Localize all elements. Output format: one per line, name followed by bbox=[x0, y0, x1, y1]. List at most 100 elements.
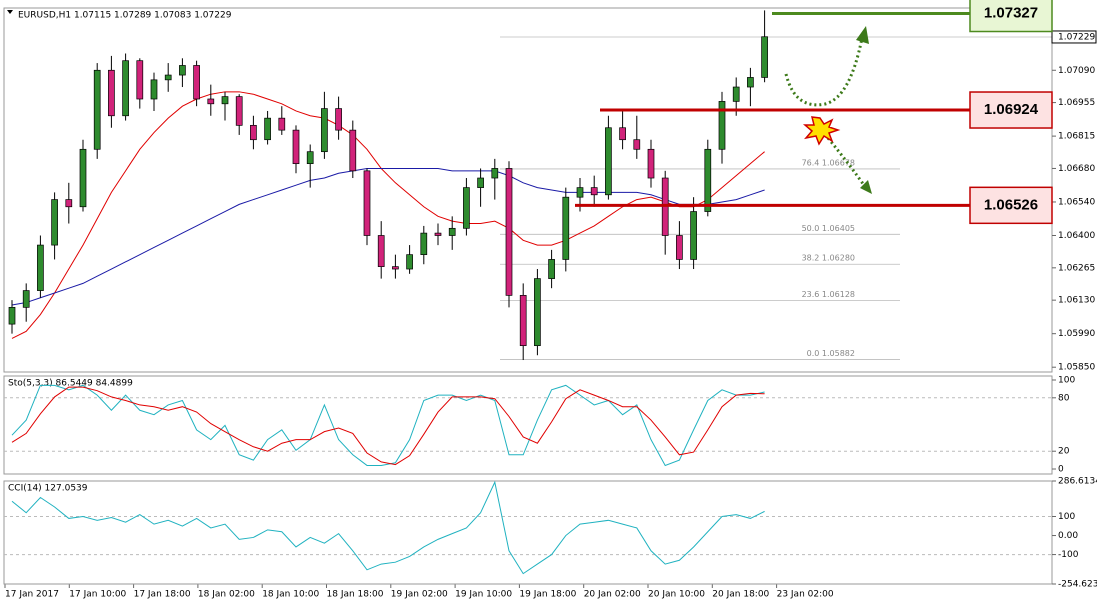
candle-body bbox=[747, 77, 754, 88]
fib-label: 76.4 1.06678 bbox=[802, 158, 855, 167]
candle-body bbox=[590, 187, 598, 196]
x-tick-label: 20 Jan 02:00 bbox=[584, 590, 641, 600]
candle-body bbox=[306, 151, 314, 165]
candle-body bbox=[647, 148, 655, 179]
candle-body bbox=[363, 170, 371, 236]
candle-body bbox=[235, 96, 243, 126]
y-tick-label: 1.06540 bbox=[1058, 197, 1095, 207]
candle-body bbox=[761, 36, 768, 78]
panel-frame bbox=[3, 375, 1053, 475]
y-tick-label: -100 bbox=[1058, 550, 1079, 560]
candle-body bbox=[505, 168, 513, 296]
up-arrow bbox=[784, 37, 864, 107]
y-tick-label: 100 bbox=[1058, 512, 1075, 522]
y-tick-label: 80 bbox=[1058, 393, 1070, 403]
line-series bbox=[11, 480, 765, 575]
x-tick-label: 17 Jan 2017 bbox=[5, 590, 59, 600]
candle-body bbox=[321, 108, 328, 153]
candle-body bbox=[562, 196, 570, 260]
y-tick-label: 100 bbox=[1058, 376, 1075, 386]
candle-body bbox=[377, 235, 385, 267]
candle-body bbox=[434, 232, 442, 236]
y-tick-label: 286.6134 bbox=[1058, 477, 1097, 487]
last-price-label: 1.07229 bbox=[1058, 32, 1095, 42]
panel-frame bbox=[3, 480, 1053, 585]
candle-body bbox=[463, 187, 470, 229]
candle-body bbox=[65, 199, 73, 208]
panels: EURUSD,H1 1.07115 1.07289 1.07083 1.0722… bbox=[3, 0, 1097, 600]
candle-body bbox=[548, 259, 555, 279]
x-tick-label: 19 Jan 02:00 bbox=[391, 590, 448, 600]
candle-body bbox=[79, 148, 87, 208]
candle-body bbox=[250, 124, 257, 141]
down-arrow bbox=[826, 137, 868, 189]
candle-body bbox=[420, 232, 428, 256]
breakout-icon bbox=[802, 116, 841, 146]
level-box bbox=[969, 0, 1053, 33]
x-tick-label: 17 Jan 10:00 bbox=[69, 590, 126, 600]
candle-body bbox=[349, 129, 357, 172]
fib-label: 23.6 1.06128 bbox=[802, 290, 855, 299]
fib-label: 0.0 1.05882 bbox=[807, 349, 855, 358]
candle-body bbox=[122, 60, 129, 117]
y-tick-label: 0.00 bbox=[1058, 531, 1078, 541]
candle-body bbox=[37, 244, 44, 291]
candle-body bbox=[193, 65, 200, 100]
level-label: 1.07327 bbox=[984, 4, 1038, 21]
candle-body bbox=[179, 65, 186, 76]
candle-body bbox=[164, 74, 172, 81]
level-label: 1.06526 bbox=[984, 196, 1038, 213]
y-tick-label: 1.05990 bbox=[1058, 329, 1095, 339]
x-tick-label: 17 Jan 18:00 bbox=[134, 590, 191, 600]
candle-body bbox=[477, 177, 484, 188]
candle-body bbox=[633, 139, 641, 150]
line-series bbox=[11, 91, 765, 339]
candle-body bbox=[8, 306, 16, 325]
candle-body bbox=[207, 98, 215, 105]
x-tick-label: 20 Jan 10:00 bbox=[648, 590, 705, 600]
candle-body bbox=[392, 266, 399, 270]
candle-body bbox=[448, 227, 456, 236]
level-box bbox=[969, 186, 1053, 225]
candle-body bbox=[491, 168, 499, 179]
y-tick-label: 20 bbox=[1058, 447, 1070, 457]
y-tick-label: 1.06680 bbox=[1058, 164, 1095, 174]
panel-title: EURUSD,H1 1.07115 1.07289 1.07083 1.0722… bbox=[18, 11, 232, 21]
fib-label: 50.0 1.06405 bbox=[802, 224, 855, 233]
candle-body bbox=[690, 211, 697, 260]
candle-body bbox=[732, 86, 740, 102]
candle-body bbox=[576, 187, 584, 198]
line-series bbox=[11, 167, 765, 306]
candle-body bbox=[406, 254, 413, 270]
candle-body bbox=[22, 290, 30, 308]
candle-body bbox=[264, 117, 271, 141]
annotations bbox=[784, 26, 872, 194]
candle-body bbox=[519, 295, 527, 347]
y-tick-label: 1.05850 bbox=[1058, 363, 1095, 373]
y-tick-label: 1.06400 bbox=[1058, 231, 1095, 241]
candle-body bbox=[93, 69, 101, 150]
panel-title: CCI(14) 127.0539 bbox=[8, 484, 88, 494]
x-tick-label: 18 Jan 18:00 bbox=[327, 590, 384, 600]
x-tick-label: 20 Jan 18:00 bbox=[712, 590, 769, 600]
fib-label: 38.2 1.06280 bbox=[802, 254, 855, 263]
y-tick-label: 1.06265 bbox=[1058, 263, 1095, 273]
candle-body bbox=[704, 148, 712, 212]
last-price-box bbox=[1051, 30, 1097, 44]
x-tick-label: 18 Jan 10:00 bbox=[262, 590, 319, 600]
candle-body bbox=[676, 235, 683, 260]
candle-body bbox=[136, 60, 144, 100]
line-series bbox=[11, 384, 765, 467]
arrow-head bbox=[860, 180, 872, 194]
level-box bbox=[969, 91, 1053, 129]
candle-body bbox=[292, 129, 300, 165]
x-tick-label: 18 Jan 02:00 bbox=[198, 590, 255, 600]
y-tick-label: 1.06815 bbox=[1058, 132, 1095, 142]
y-tick-label: 0 bbox=[1058, 465, 1064, 475]
candle-body bbox=[619, 127, 626, 141]
candle-body bbox=[605, 127, 612, 196]
x-tick-label: 19 Jan 10:00 bbox=[455, 590, 512, 600]
y-tick-label: 1.07090 bbox=[1058, 66, 1095, 76]
x-tick-label: 23 Jan 02:00 bbox=[777, 590, 834, 600]
y-tick-label: 1.06955 bbox=[1058, 98, 1095, 108]
